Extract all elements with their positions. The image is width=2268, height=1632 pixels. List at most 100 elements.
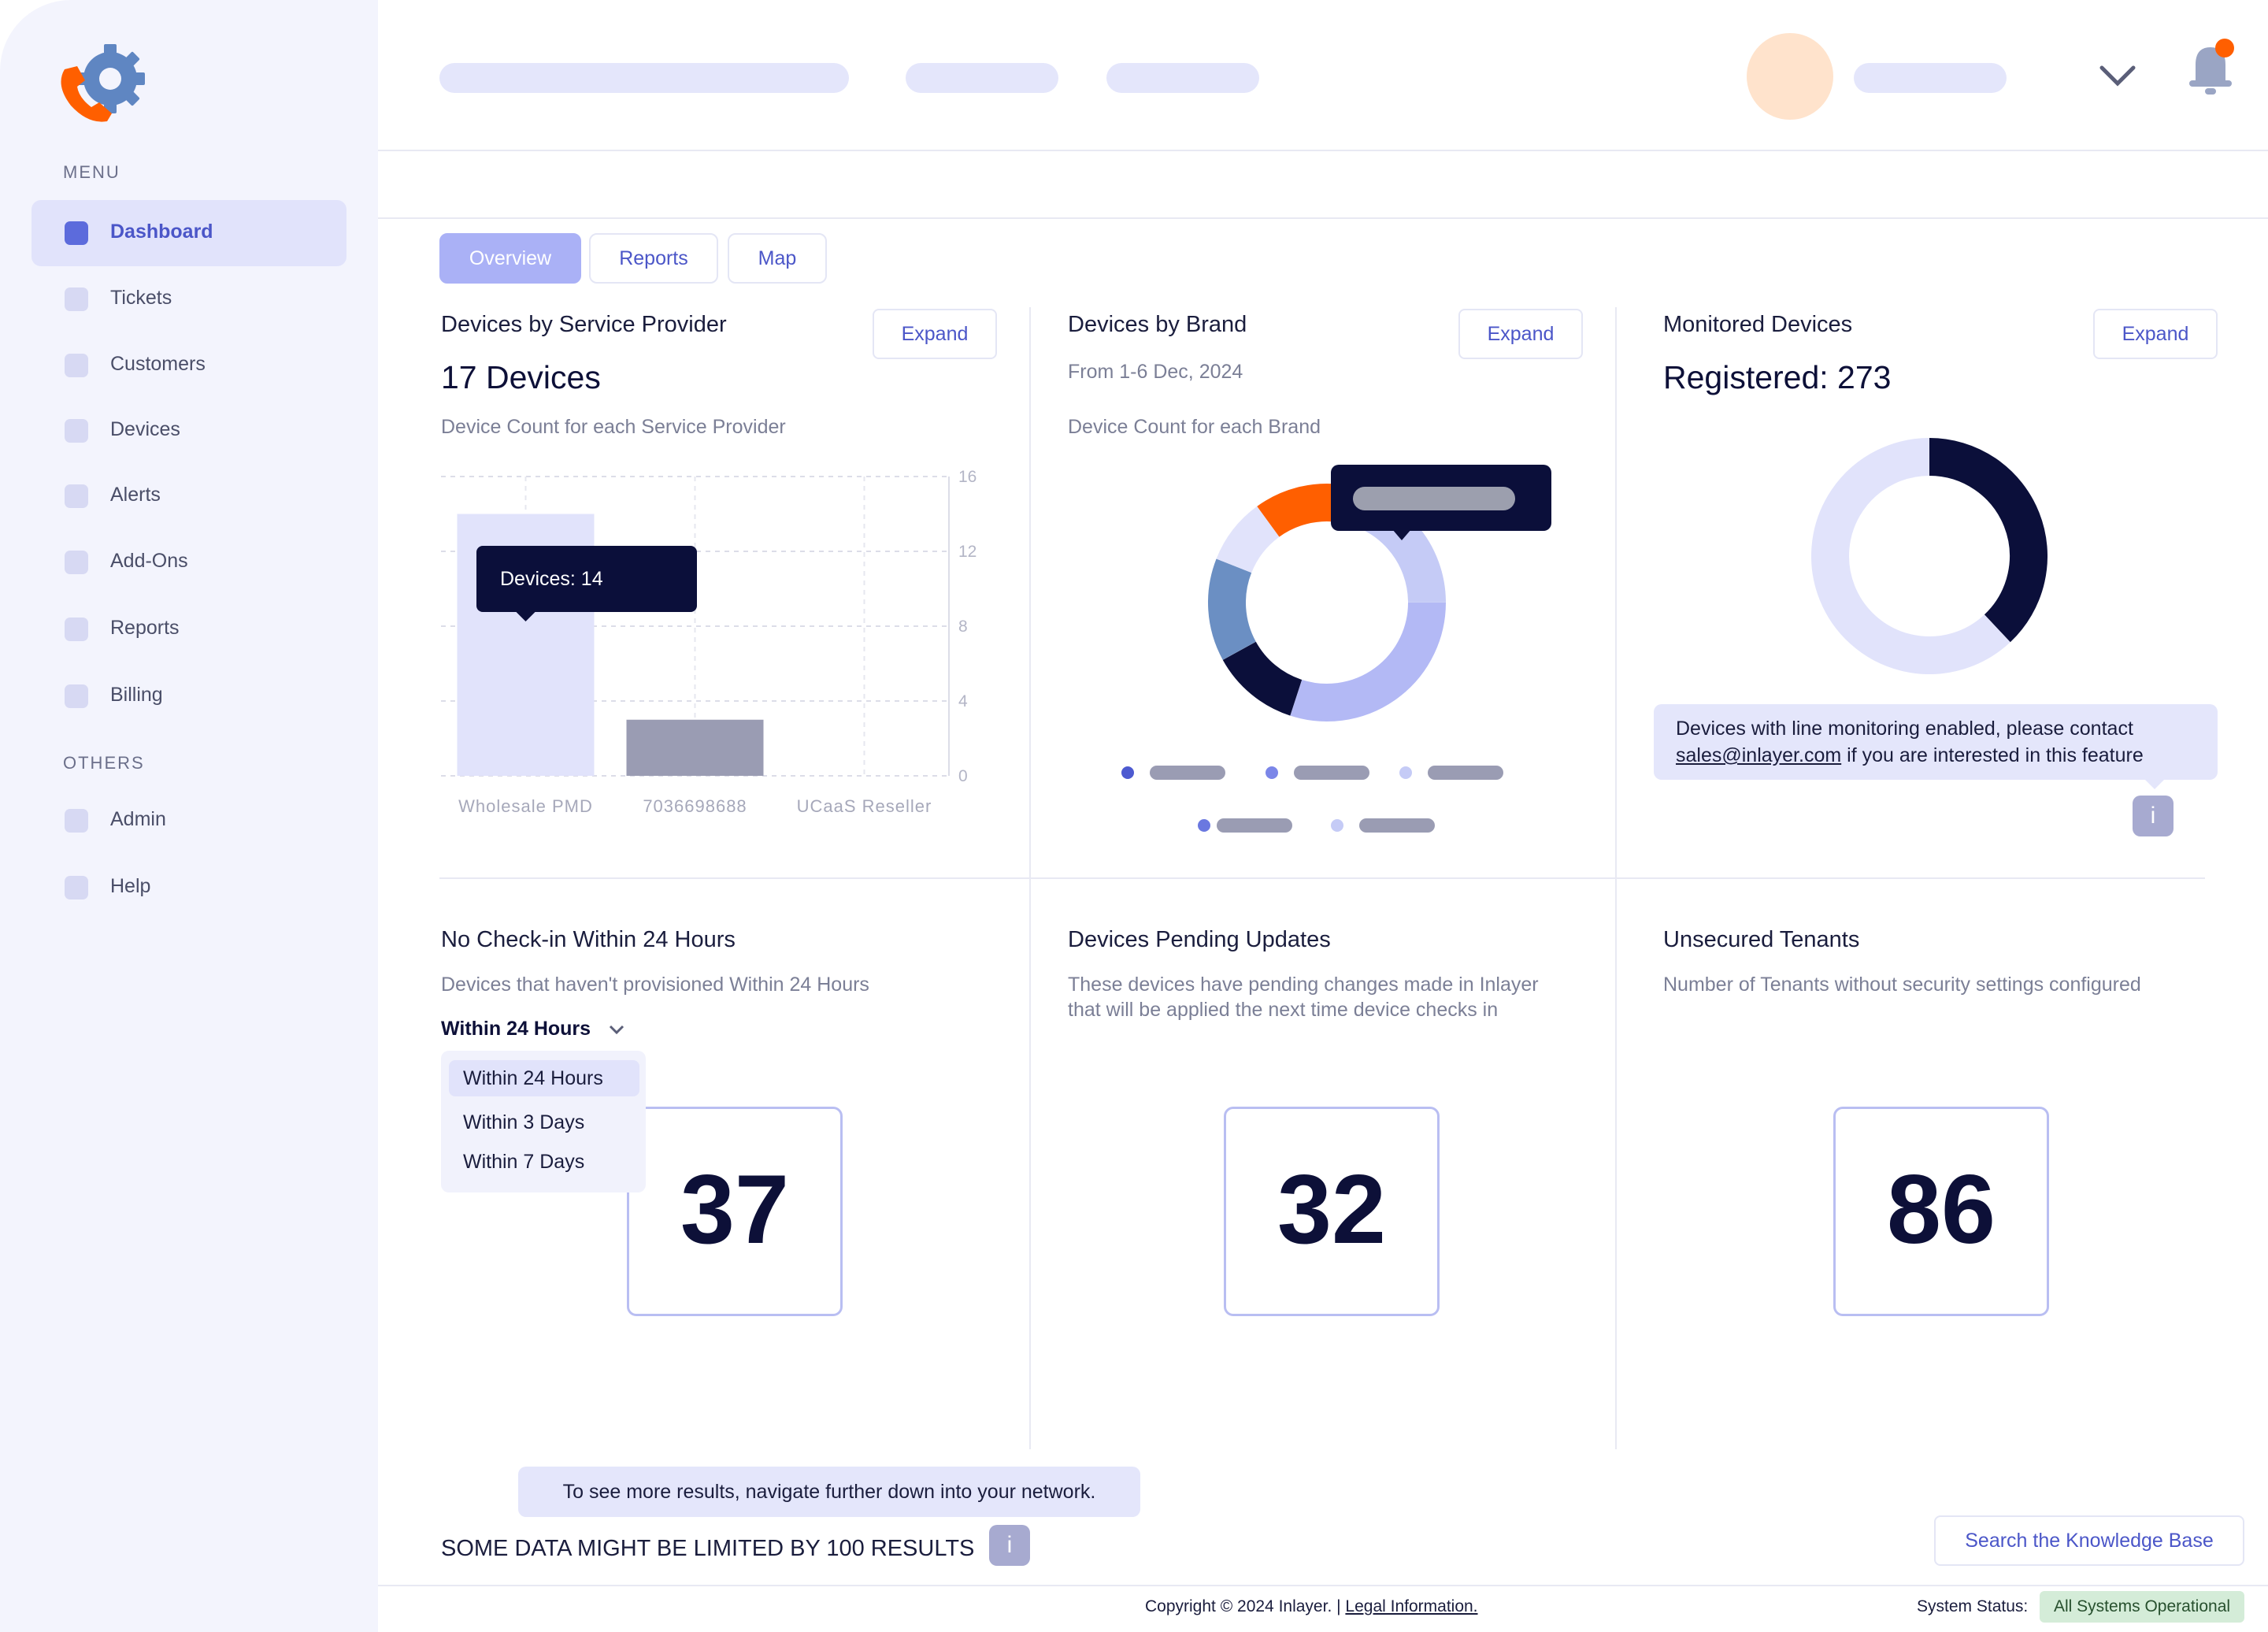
sidebar-item-label: Tickets (110, 287, 172, 309)
monitored-headline: Registered: 273 (1663, 359, 1892, 395)
info-icon[interactable]: i (989, 1525, 1030, 1566)
provider-expand-button[interactable]: Expand (873, 309, 997, 359)
dropdown-option[interactable]: Within 3 Days (463, 1111, 585, 1133)
info-icon[interactable]: i (2133, 796, 2174, 836)
legend-label-placeholder (1428, 766, 1503, 780)
sidebar-item-label: Customers (110, 353, 206, 375)
dropdown-option[interactable]: Within 24 Hours (449, 1060, 639, 1096)
header-placeholder-title (439, 63, 849, 93)
pending-card-title: Devices Pending Updates (1068, 927, 1331, 952)
sidebar-item-label: Devices (110, 418, 180, 440)
donut-slice (1208, 558, 1257, 660)
sidebar-item-dashboard[interactable]: Dashboard (32, 200, 346, 266)
monitoring-note-tail: if you are interested in this feature (1841, 744, 2144, 766)
bar-tooltip (476, 546, 697, 612)
sidebar-item-reports[interactable]: Reports (32, 596, 346, 662)
checkin-count: 37 (680, 1155, 789, 1264)
sales-email-link[interactable]: sales@inlayer.com (1676, 744, 1842, 766)
tab-map[interactable]: Map (728, 233, 827, 284)
brand-card-title: Devices by Brand (1068, 312, 1247, 337)
sidebar-item-label: Add-Ons (110, 550, 188, 572)
chevron-down-icon[interactable] (2098, 63, 2137, 90)
sidebar-item-billing[interactable]: Billing (32, 663, 346, 729)
add-ons-icon (65, 551, 88, 574)
y-tick-label: 12 (958, 543, 976, 561)
chevron-down-icon[interactable] (608, 1024, 625, 1035)
sidebar-item-devices[interactable]: Devices (32, 398, 346, 464)
checkin-subtitle: Devices that haven't provisioned Within … (441, 974, 869, 996)
y-tick-label: 8 (958, 618, 968, 636)
bar-tooltip-label: Devices: 14 (500, 568, 603, 590)
pending-subtitle: These devices have pending changes made … (1068, 974, 1539, 996)
sidebar-item-customers[interactable]: Customers (32, 332, 346, 399)
brand-subtitle: Device Count for each Brand (1068, 416, 1321, 438)
sidebar: MENU Dashboard Tickets Customers Devices… (0, 0, 378, 1632)
results-limit-text: SOME DATA MIGHT BE LIMITED BY 100 RESULT… (441, 1536, 975, 1561)
provider-bar-chart: 0 4 8 12 16 Wholesale PMD 7036698688 UCaaS Rese… (441, 468, 976, 816)
sidebar-item-admin[interactable]: Admin (32, 788, 346, 854)
monitored-expand-button[interactable]: Expand (2093, 309, 2218, 359)
subheader-divider (378, 217, 2268, 219)
unsecured-count: 86 (1887, 1155, 1996, 1264)
customers-icon (65, 354, 88, 377)
alerts-icon (65, 484, 88, 508)
help-icon (65, 876, 88, 899)
unsecured-card-title: Unsecured Tenants (1663, 927, 1860, 952)
sidebar-item-tickets[interactable]: Tickets (32, 266, 346, 332)
donut-slice (1257, 484, 1342, 538)
provider-subtitle: Device Count for each Service Provider (441, 416, 786, 438)
monitored-donut-chart (1811, 438, 2048, 674)
sidebar-item-add-ons[interactable]: Add-Ons (32, 529, 346, 595)
tooltip-pointer (1392, 529, 1411, 540)
x-tick-label: Wholesale PMD (458, 796, 593, 816)
dashboard-icon (65, 221, 88, 245)
legend-label-placeholder (1150, 766, 1225, 780)
donut-slice (1216, 506, 1280, 573)
legal-information-link[interactable]: Legal Information. (1345, 1597, 1478, 1615)
legend-dot (1121, 766, 1134, 779)
sidebar-item-alerts[interactable]: Alerts (32, 463, 346, 529)
tab-reports[interactable]: Reports (589, 233, 718, 284)
menu-section-label: MENU (63, 162, 120, 182)
x-tick-label: UCaaS Reseller (797, 796, 932, 816)
y-tick-label: 16 (958, 468, 976, 486)
tooltip-pointer (516, 612, 536, 621)
legend-dot (1331, 819, 1343, 832)
donut-slice (1811, 438, 2010, 674)
legend-dot (1266, 766, 1278, 779)
sidebar-item-label: Admin (110, 808, 166, 830)
knowledge-base-button[interactable]: Search the Knowledge Base (1934, 1515, 2244, 1566)
sidebar-item-help[interactable]: Help (32, 855, 346, 921)
checkin-card-title: No Check-in Within 24 Hours (441, 927, 736, 952)
sidebar-item-label: Reports (110, 617, 180, 639)
brand-expand-button[interactable]: Expand (1458, 309, 1583, 359)
brand-date-range: From 1-6 Dec, 2024 (1068, 361, 1243, 383)
x-tick-label: 7036698688 (643, 796, 747, 816)
monitored-card-title: Monitored Devices (1663, 312, 1853, 337)
others-section-label: OTHERS (63, 753, 145, 773)
checkin-selected-value: Within 24 Hours (441, 1018, 591, 1040)
brand-tooltip (1331, 465, 1551, 531)
dropdown-option[interactable]: Within 7 Days (463, 1151, 585, 1173)
unsecured-count-box: 86 (1833, 1107, 2049, 1316)
monitoring-note-text: Devices with line monitoring enabled, pl… (1676, 718, 2133, 740)
checkin-count-box: 37 (627, 1107, 843, 1316)
checkin-range-select[interactable]: Within 24 Hours (441, 1018, 591, 1040)
avatar[interactable] (1747, 33, 1833, 120)
donut-slice (1222, 641, 1303, 716)
admin-icon (65, 809, 88, 833)
tooltip-placeholder (1353, 487, 1515, 510)
header-placeholder-link[interactable] (1106, 63, 1259, 93)
bell-icon[interactable] (2186, 36, 2235, 99)
header-divider (378, 150, 2268, 151)
legend-dot (1198, 819, 1210, 832)
bar (626, 719, 764, 776)
inlayer-logo (61, 44, 145, 122)
header-placeholder-link[interactable] (906, 63, 1058, 93)
donut-slice (1290, 602, 1446, 721)
row-divider (439, 877, 2205, 879)
pending-subtitle: that will be applied the next time devic… (1068, 999, 1499, 1021)
y-tick-label: 4 (958, 692, 968, 710)
footer-divider (378, 1585, 2268, 1586)
tab-overview[interactable]: Overview (439, 233, 581, 284)
